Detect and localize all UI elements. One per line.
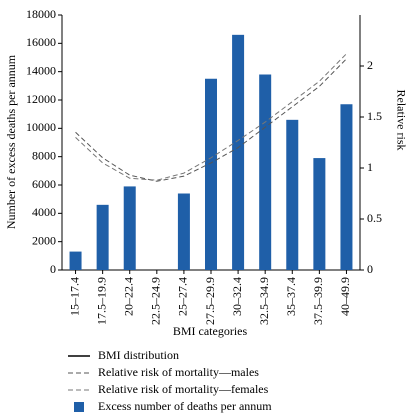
x-tick-label: 17.5–19.9 [94,277,108,325]
bar [259,74,272,270]
x-tick-label: 25–27.4 [176,277,190,316]
y-axis-label: Number of excess deaths per annum [4,54,18,229]
y-tick-label: 2000 [32,233,56,247]
y-tick-label: 12000 [26,92,56,106]
x-tick-label: 20–22.4 [121,277,135,316]
y-tick-label: 4000 [32,205,56,219]
legend-label: BMI distribution [98,348,179,362]
x-tick-label: 30–32.4 [230,277,244,316]
y-tick-label: 6000 [32,177,56,191]
risk-line [75,53,347,181]
y-tick-label: 0 [50,262,56,276]
bar [96,204,109,270]
y2-tick-label: 0 [367,262,373,276]
x-tick-label: 40–49.9 [338,277,352,316]
bar [232,34,245,271]
y-tick-label: 16000 [26,35,56,49]
x-tick-label: 22.5–24.9 [149,277,163,325]
bar [205,78,217,270]
legend-label: Relative risk of mortality—females [98,382,269,396]
legend-label: Relative risk of mortality—males [98,365,259,379]
legend-symbol [74,402,84,412]
legend-label: Excess number of deaths per annum [98,399,272,413]
y2-tick-label: 2 [367,58,373,72]
bar [286,119,299,270]
bar [313,158,326,270]
y-tick-label: 10000 [26,120,56,134]
bar [340,104,353,270]
y2-tick-label: 0.5 [367,211,382,225]
x-tick-label: 15–17.4 [67,277,81,316]
y2-tick-label: 1.5 [367,109,382,123]
y2-axis-label: Relative risk [394,90,408,151]
y-tick-label: 18000 [26,7,56,21]
risk-line [75,58,347,182]
y-tick-label: 14000 [26,63,56,77]
x-axis-label: BMI categories [173,324,248,338]
x-tick-label: 27.5–29.9 [203,277,217,325]
bar [69,251,82,270]
y2-tick-label: 1 [367,160,373,174]
bar [177,193,190,270]
x-tick-label: 35–37.4 [284,277,298,316]
bar [123,186,136,270]
x-tick-label: 37.5–39.9 [311,277,325,325]
x-tick-label: 32.5–34.9 [257,277,271,325]
y-tick-label: 8000 [32,148,56,162]
